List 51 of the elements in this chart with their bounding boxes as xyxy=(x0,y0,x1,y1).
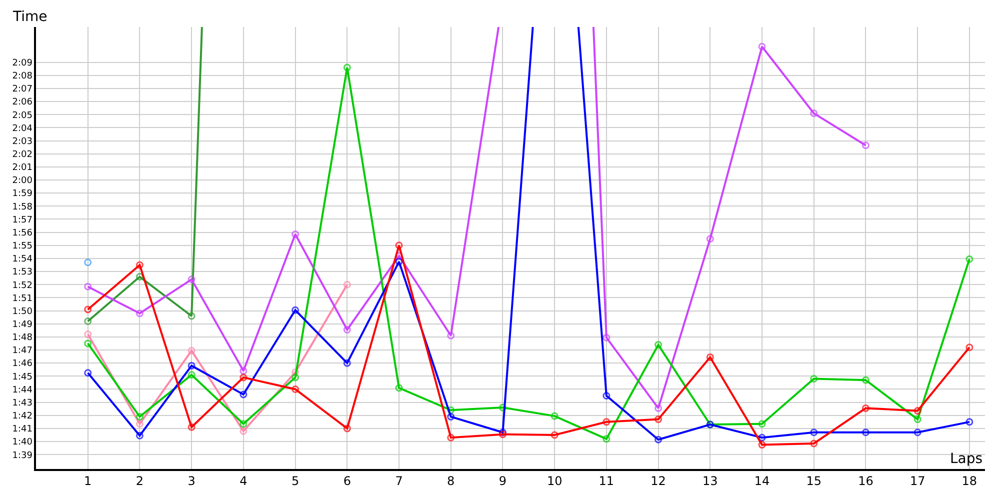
y-tick-label: 2:00 xyxy=(12,176,33,186)
x-tick-label: 4 xyxy=(240,474,248,488)
x-tick-label: 18 xyxy=(962,474,978,488)
x-tick-label: 10 xyxy=(546,474,562,488)
y-tick-label: 1:43 xyxy=(12,398,32,408)
y-tick-label: 1:45 xyxy=(12,372,32,382)
x-tick-label: 17 xyxy=(910,474,926,488)
y-tick-label: 2:08 xyxy=(12,72,33,82)
y-tick-label: 1:44 xyxy=(12,385,33,396)
y-tick-label: 1:42 xyxy=(12,412,32,422)
y-tick-label: 1:54 xyxy=(12,254,33,265)
y-tick-label: 1:52 xyxy=(12,280,32,291)
x-tick-label: 2 xyxy=(136,474,144,488)
y-tick-label: 1:57 xyxy=(12,215,32,226)
y-tick-label: 2:01 xyxy=(12,163,32,174)
y-tick-label: 2:03 xyxy=(12,136,32,147)
x-tick-label: 16 xyxy=(858,474,874,488)
y-tick-label: 1:48 xyxy=(12,333,33,344)
y-tick-label: 2:05 xyxy=(12,110,32,121)
x-tick-label: 1 xyxy=(84,474,92,488)
x-axis-title: Laps xyxy=(950,451,983,467)
x-tick-label: 15 xyxy=(806,474,822,488)
y-tick-label: 1:56 xyxy=(12,228,33,238)
x-tick-label: 8 xyxy=(447,474,455,488)
y-tick-label: 1:40 xyxy=(12,438,33,448)
y-axis-title: Time xyxy=(12,9,48,25)
y-tick-label: 1:55 xyxy=(12,242,32,252)
x-tick-label: 11 xyxy=(598,474,614,488)
y-tick-label: 1:51 xyxy=(12,294,32,304)
x-tick-label: 14 xyxy=(754,474,770,488)
y-tick-label: 1:41 xyxy=(12,424,32,435)
y-tick-label: 1:53 xyxy=(12,268,32,278)
y-tick-label: 2:09 xyxy=(12,58,33,68)
y-tick-label: 2:02 xyxy=(12,150,32,160)
y-tick-label: 1:46 xyxy=(12,359,33,370)
x-tick-label: 12 xyxy=(650,474,666,488)
y-tick-label: 1:49 xyxy=(12,320,33,330)
y-tick-label: 1:47 xyxy=(12,346,32,356)
y-tick-label: 2:04 xyxy=(12,124,33,134)
x-tick-label: 5 xyxy=(291,474,300,488)
y-tick-label: 1:59 xyxy=(12,189,33,200)
y-tick-label: 1:39 xyxy=(12,450,33,461)
x-tick-label: 6 xyxy=(343,474,351,488)
y-tick-label: 2:07 xyxy=(12,84,32,95)
y-tick-label: 1:58 xyxy=(12,202,33,212)
x-tick-label: 3 xyxy=(188,474,196,488)
y-tick-label: 2:06 xyxy=(12,98,33,108)
x-tick-label: 13 xyxy=(702,474,718,488)
y-tick-label: 1:50 xyxy=(12,306,33,317)
x-tick-label: 7 xyxy=(395,474,403,488)
x-tick-label: 9 xyxy=(498,474,507,488)
